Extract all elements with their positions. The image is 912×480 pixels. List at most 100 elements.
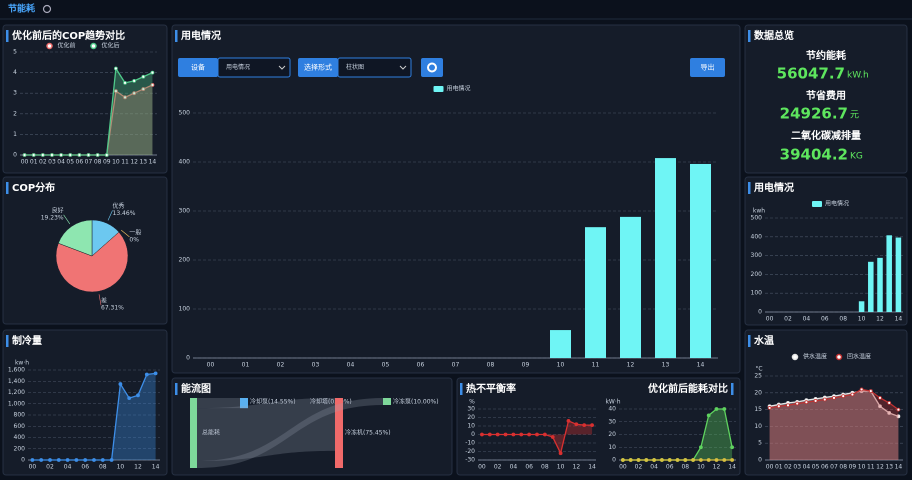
panel xyxy=(744,24,908,174)
point xyxy=(813,398,818,403)
x-tick-label: 07 xyxy=(452,362,460,369)
panel xyxy=(2,24,168,174)
point xyxy=(83,458,88,462)
point xyxy=(127,396,132,401)
label-leader xyxy=(120,229,130,238)
point xyxy=(683,458,688,462)
x-tick-label: 06 xyxy=(821,464,829,471)
y-tick-label: 0 xyxy=(21,457,25,464)
legend-swatch xyxy=(812,201,822,207)
node-label: 冷却塔(0.00%) xyxy=(310,398,352,406)
point xyxy=(86,153,91,157)
point xyxy=(100,458,105,462)
point xyxy=(550,435,555,439)
point xyxy=(804,400,809,405)
point xyxy=(141,74,146,79)
stat-value: 56047.7 xyxy=(777,65,845,83)
pie-slice xyxy=(58,219,93,257)
x-tick-label: 07 xyxy=(85,159,93,166)
slice-label: 优秀 xyxy=(113,202,125,210)
point xyxy=(706,458,711,462)
legend-marker xyxy=(46,42,53,50)
area xyxy=(32,373,156,460)
x-tick-label: 09 xyxy=(522,362,530,369)
point xyxy=(582,423,587,428)
point xyxy=(495,432,500,437)
point xyxy=(822,397,827,402)
point xyxy=(59,153,63,157)
point xyxy=(511,432,516,437)
point xyxy=(48,458,52,462)
x-tick-label: 04 xyxy=(347,362,355,369)
area xyxy=(622,409,733,460)
device-select[interactable] xyxy=(217,57,291,78)
point xyxy=(887,411,892,415)
y-tick-label: 3 xyxy=(13,90,17,97)
point xyxy=(92,458,96,462)
dropdown-arrow xyxy=(278,65,286,70)
x-tick-label: 09 xyxy=(849,464,857,471)
point xyxy=(132,91,137,96)
stat-label: 二氧化碳减排量 xyxy=(791,129,861,142)
x-tick-label: 05 xyxy=(66,159,74,166)
legend-label: 回水温度 xyxy=(847,353,871,361)
y-axis-label: % xyxy=(469,399,475,406)
point xyxy=(621,458,625,462)
legend-label: 用电情况 xyxy=(825,200,849,208)
point xyxy=(767,406,772,410)
point xyxy=(722,407,727,411)
x-tick-label: 00 xyxy=(619,464,627,471)
x-tick-label: 05 xyxy=(382,362,390,369)
point xyxy=(31,153,36,157)
stat-unit: 元 xyxy=(850,111,859,121)
point xyxy=(141,87,146,91)
x-tick-label: 05 xyxy=(812,464,820,471)
legend-marker xyxy=(90,42,97,50)
point xyxy=(535,432,539,437)
point xyxy=(887,400,892,405)
y-tick-label: 10 xyxy=(754,423,762,430)
area xyxy=(769,389,899,460)
y-tick-label: 1,000 xyxy=(8,400,25,407)
x-tick-label: 07 xyxy=(830,464,838,471)
point xyxy=(706,413,711,418)
sankey-node xyxy=(335,398,343,468)
point xyxy=(153,371,158,376)
y-tick-label: 15 xyxy=(754,406,762,413)
point xyxy=(574,422,579,427)
slice-label: 一般 xyxy=(129,228,141,236)
panel xyxy=(744,329,908,476)
y-tick-label: 100 xyxy=(751,290,763,297)
settings-icon[interactable] xyxy=(42,4,52,14)
point xyxy=(730,458,734,462)
x-tick-label: 04 xyxy=(803,464,811,471)
panel-title: 水温 xyxy=(753,334,774,347)
slice-value: 13.46% xyxy=(113,210,136,217)
x-tick-label: 00 xyxy=(29,464,37,471)
x-tick-label: 00 xyxy=(21,159,29,166)
form-button[interactable] xyxy=(298,58,338,77)
point xyxy=(566,418,571,423)
x-tick-label: 14 xyxy=(895,464,903,471)
x-tick-label: 03 xyxy=(793,464,801,471)
slice-label: 良好 xyxy=(52,206,64,214)
settings-button[interactable] xyxy=(421,58,443,77)
form-select[interactable] xyxy=(337,57,412,78)
y-tick-label: 10 xyxy=(467,423,475,430)
title-marker xyxy=(6,30,9,42)
panel-title: 用电情况 xyxy=(753,181,794,194)
x-tick-label: 13 xyxy=(139,159,147,166)
device-button[interactable] xyxy=(178,58,218,77)
x-tick-label: 06 xyxy=(417,362,425,369)
point xyxy=(558,451,563,456)
panel xyxy=(2,329,168,476)
export-button[interactable] xyxy=(690,58,725,77)
point xyxy=(636,458,641,462)
x-tick-label: 14 xyxy=(152,464,160,471)
x-tick-label: 08 xyxy=(839,464,847,471)
y-tick-label: 0 xyxy=(612,457,616,464)
point xyxy=(628,458,633,462)
point xyxy=(114,66,118,71)
panel-title: 数据总览 xyxy=(754,29,794,42)
source-label: 总能耗 xyxy=(202,429,220,437)
